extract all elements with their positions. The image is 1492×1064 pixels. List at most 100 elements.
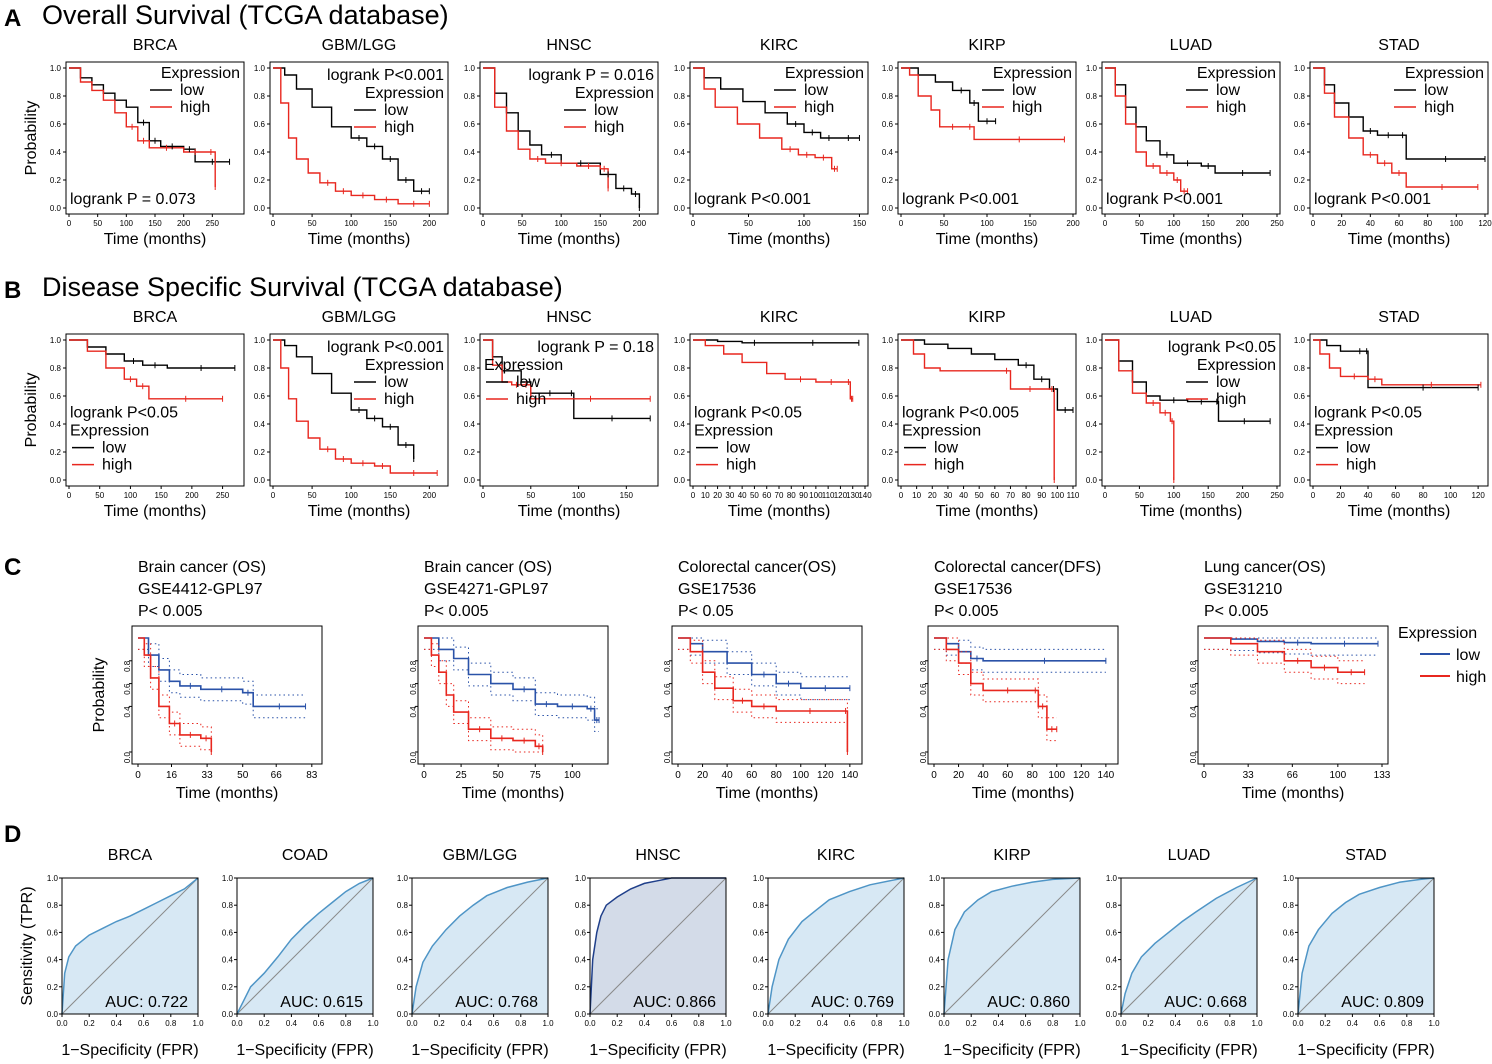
x-axis-label: 1−Specificity (FPR) xyxy=(61,1042,198,1059)
y-tick-label: 0.8 xyxy=(1294,92,1306,101)
low-lower-ci xyxy=(678,648,850,701)
plot-title-line: P< 0.005 xyxy=(1204,603,1269,620)
high-expression-curve xyxy=(424,637,544,752)
logrank-pvalue: logrank P<0.001 xyxy=(327,67,444,84)
panel-a-title: Overall Survival (TCGA database) xyxy=(42,0,449,30)
high-expression-curve xyxy=(138,637,213,752)
logrank-pvalue: logrank P = 0.18 xyxy=(537,339,654,356)
y-tick-label: 0.4 xyxy=(674,148,686,157)
y-tick-label: 0.4 xyxy=(464,148,476,157)
plot-title: HNSC xyxy=(635,847,680,864)
x-tick-label: 0.2 xyxy=(259,1019,271,1028)
plot-title: COAD xyxy=(282,847,328,864)
y-tick-label: 0.0 xyxy=(409,751,418,763)
y-tick-label: 0.8 xyxy=(882,92,894,101)
km-plot-stad: STAD 0.0 0.2 0.4 0.6 0.8 1.0 0 20 40 60 80 100 120 Tim… xyxy=(1294,37,1492,248)
x-tick-label: 133 xyxy=(1374,770,1391,781)
y-tick-label: 0.4 xyxy=(409,706,418,718)
y-tick-label: 0.8 xyxy=(1189,660,1198,672)
x-tick-label: 0 xyxy=(1201,770,1207,781)
legend-low-label: low xyxy=(180,82,204,99)
plot-title-line: Colorectal cancer(DFS) xyxy=(934,559,1101,576)
x-tick-label: 10 xyxy=(701,491,710,500)
plot-title: KIRP xyxy=(968,309,1005,326)
legend-high-label: high xyxy=(1346,457,1376,474)
plot-title: BRCA xyxy=(133,37,178,54)
auc-value: AUC: 0.860 xyxy=(987,994,1070,1011)
plot-title: HNSC xyxy=(546,309,591,326)
x-axis-label: Time (months) xyxy=(1242,785,1345,802)
x-tick-label: 0.0 xyxy=(762,1019,774,1028)
high-expression-curve xyxy=(69,339,223,400)
y-tick-label: 0.4 xyxy=(397,956,409,965)
high-lower-ci xyxy=(934,648,1057,742)
km-plot-kirp: KIRP 0.0 0.2 0.4 0.6 0.8 1.0 0 50 100 150 200 Time (… xyxy=(882,37,1080,248)
y-tick-label: 0.0 xyxy=(123,751,132,763)
x-tick-label: 30 xyxy=(725,491,734,500)
x-tick-label: 100 xyxy=(809,491,823,500)
high-upper-ci xyxy=(678,637,848,752)
y-tick-label: 0.0 xyxy=(464,476,476,485)
y-tick-label: 0.4 xyxy=(1294,148,1306,157)
high-expression-curve xyxy=(483,339,651,400)
x-tick-label: 100 xyxy=(345,219,359,228)
plot-frame xyxy=(479,333,659,487)
x-tick-label: 0 xyxy=(421,770,427,781)
legend-low-label: low xyxy=(934,440,958,457)
plot-title-line: P< 0.005 xyxy=(138,603,203,620)
y-tick-label: 1.0 xyxy=(882,336,894,345)
plot-title-line: Lung cancer(OS) xyxy=(1204,559,1326,576)
y-tick-label: 0.0 xyxy=(1294,204,1306,213)
low-expression-curve xyxy=(424,637,599,721)
y-tick-label: 0.0 xyxy=(254,476,266,485)
low-expression-curve xyxy=(1105,67,1271,174)
legend-title: Expression xyxy=(902,423,981,440)
x-tick-label: 0.4 xyxy=(1170,1019,1182,1028)
x-tick-label: 1.0 xyxy=(192,1019,204,1028)
high-lower-ci xyxy=(1204,648,1365,685)
legend-low-label: low xyxy=(516,374,540,391)
panel-a-letter: A xyxy=(4,5,21,32)
y-tick-label: 0.4 xyxy=(254,420,266,429)
y-tick-label: 0.0 xyxy=(1294,476,1306,485)
y-tick-label: 0.6 xyxy=(919,683,928,695)
y-axis-label: Probability xyxy=(23,373,40,448)
roc-curve xyxy=(236,877,374,1015)
y-tick-label: 0.6 xyxy=(753,928,765,937)
roc-diagonal xyxy=(767,877,905,1015)
y-tick-label: 1.0 xyxy=(929,874,941,883)
y-tick-label: 0.0 xyxy=(50,204,62,213)
x-tick-label: 120 xyxy=(1471,491,1485,500)
y-tick-label: 0.2 xyxy=(50,176,62,185)
x-tick-label: 1.0 xyxy=(898,1019,910,1028)
y-tick-label: 0.2 xyxy=(1294,176,1306,185)
legend-high-label: high xyxy=(594,119,624,136)
plot-title-line: P< 0.005 xyxy=(424,603,489,620)
plot-title: KIRC xyxy=(760,37,798,54)
y-tick-label: 0.2 xyxy=(47,983,59,992)
logrank-pvalue: logrank P<0.001 xyxy=(1106,191,1223,208)
high-lower-ci xyxy=(678,648,848,752)
y-tick-label: 0.2 xyxy=(1283,983,1295,992)
y-tick-label: 0.6 xyxy=(397,928,409,937)
y-tick-label: 1.0 xyxy=(753,874,765,883)
y-tick-label: 0.8 xyxy=(1294,364,1306,373)
y-tick-label: 0.0 xyxy=(50,476,62,485)
x-axis-label: Time (months) xyxy=(1140,503,1243,520)
x-tick-label: 100 xyxy=(980,219,994,228)
y-tick-label: 0.8 xyxy=(47,901,59,910)
plot-title: KIRP xyxy=(968,37,1005,54)
roc-curve xyxy=(767,877,905,1015)
y-tick-label: 0.8 xyxy=(674,92,686,101)
low-expression-curve xyxy=(1313,67,1485,160)
plot-title: BRCA xyxy=(133,309,178,326)
y-tick-label: 0.6 xyxy=(1106,928,1118,937)
x-tick-label: 70 xyxy=(1006,491,1015,500)
geo-km-plot-4: Colorectal cancer(DFS) GSE17536 P< 0.005 0.… xyxy=(919,559,1119,802)
y-tick-label: 0.6 xyxy=(1283,928,1295,937)
x-tick-label: 70 xyxy=(775,491,784,500)
x-tick-label: 110 xyxy=(1067,491,1080,500)
y-tick-label: 0.4 xyxy=(464,420,476,429)
km-plot-stad: STAD 0.0 0.2 0.4 0.6 0.8 1.0 0 20 40 60 80 100 120 Tim… xyxy=(1294,309,1489,520)
